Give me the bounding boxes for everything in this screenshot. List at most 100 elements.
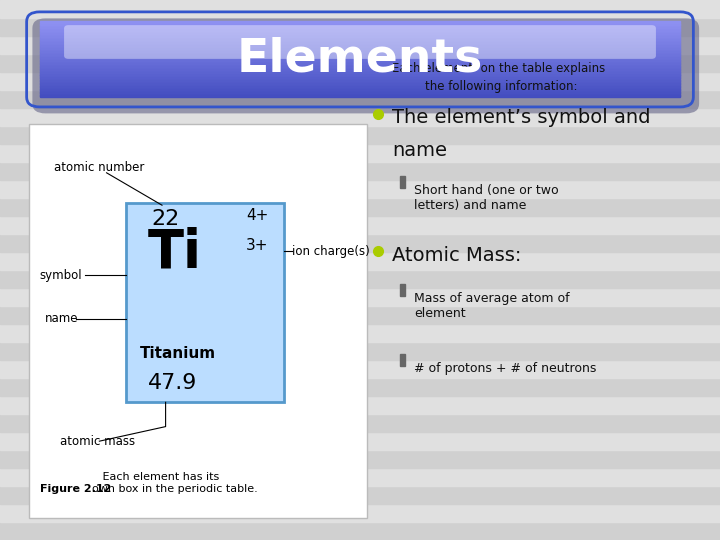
Bar (40, 71, 680, 73)
Bar (0, 162, 720, 180)
Text: name: name (45, 312, 79, 325)
Bar (40, 95, 680, 97)
Bar (0, 378, 720, 396)
Bar (400, 176, 405, 188)
Text: Short hand (one or two
letters) and name: Short hand (one or two letters) and name (414, 184, 559, 212)
Bar (40, 38, 680, 40)
Bar (40, 50, 680, 52)
Bar (0, 198, 720, 216)
Bar (40, 56, 680, 58)
Bar (0, 288, 720, 306)
Text: 3+: 3+ (246, 238, 269, 253)
Text: Atomic Mass:: Atomic Mass: (392, 246, 522, 265)
Bar (40, 51, 680, 53)
Bar (0, 486, 720, 504)
Text: symbol: symbol (40, 269, 82, 282)
Text: 47.9: 47.9 (148, 373, 197, 393)
Bar (40, 57, 680, 59)
Bar (400, 354, 405, 366)
Bar (0, 522, 720, 540)
Bar (40, 30, 680, 32)
Bar (40, 45, 680, 48)
Bar (40, 48, 680, 50)
Text: 4+: 4+ (246, 208, 269, 223)
Bar (40, 44, 680, 46)
Text: 22: 22 (151, 209, 180, 229)
Bar (0, 144, 720, 162)
Bar (40, 36, 680, 38)
Bar (40, 85, 680, 86)
Text: # of protons + # of neutrons: # of protons + # of neutrons (414, 362, 596, 375)
Bar (40, 86, 680, 88)
Bar (40, 60, 680, 63)
Bar (40, 23, 680, 25)
Bar (0, 414, 720, 432)
Bar (0, 234, 720, 252)
Text: The element’s symbol and: The element’s symbol and (392, 108, 651, 127)
Bar (29, 124, 367, 518)
Bar (0, 36, 720, 54)
Bar (40, 53, 680, 55)
Bar (0, 90, 720, 108)
Bar (40, 55, 680, 56)
Bar (40, 77, 680, 79)
Bar (40, 87, 680, 90)
Bar (40, 80, 680, 82)
Text: Figure 2.12: Figure 2.12 (40, 484, 111, 494)
Bar (0, 72, 720, 90)
Bar (40, 32, 680, 33)
Text: Each element  on the table explains: Each element on the table explains (392, 62, 606, 75)
Text: ion charge(s): ion charge(s) (292, 245, 369, 258)
Text: the following information:: the following information: (410, 80, 578, 93)
Bar (40, 91, 680, 93)
Bar (40, 21, 680, 23)
Text: name: name (392, 141, 447, 160)
Bar (0, 360, 720, 378)
Bar (0, 180, 720, 198)
Bar (0, 54, 720, 72)
Bar (400, 284, 405, 296)
Bar (0, 324, 720, 342)
Bar (40, 39, 680, 41)
Bar (40, 62, 680, 64)
FancyBboxPatch shape (64, 25, 656, 59)
Bar (40, 74, 680, 76)
Bar (40, 59, 680, 61)
Bar (40, 70, 680, 71)
Bar (0, 396, 720, 414)
Text: atomic number: atomic number (54, 161, 145, 174)
Bar (40, 93, 680, 96)
Bar (0, 306, 720, 324)
Bar (40, 24, 680, 26)
Bar (0, 450, 720, 468)
Bar (40, 63, 680, 65)
Bar (40, 42, 680, 44)
Bar (0, 504, 720, 522)
Bar (40, 40, 680, 43)
Bar (40, 76, 680, 78)
Bar (40, 27, 680, 29)
Bar (40, 68, 680, 70)
Text: Titanium: Titanium (140, 346, 216, 361)
Text: atomic mass: atomic mass (60, 435, 135, 448)
Bar (40, 65, 680, 67)
Text: Mass of average atom of
element: Mass of average atom of element (414, 292, 570, 320)
Bar (0, 18, 720, 36)
Text: Elements: Elements (237, 37, 483, 82)
Bar (0, 432, 720, 450)
Bar (40, 82, 680, 84)
Bar (0, 0, 720, 18)
Bar (0, 126, 720, 144)
Text: Each element has its
own box in the periodic table.: Each element has its own box in the peri… (92, 472, 258, 494)
Bar (40, 83, 680, 85)
Bar (40, 47, 680, 49)
Bar (40, 92, 680, 94)
Bar (0, 342, 720, 360)
Bar (40, 66, 680, 69)
Bar (0, 468, 720, 486)
Bar (0, 216, 720, 234)
Bar (40, 35, 680, 37)
Bar (0, 108, 720, 126)
Bar (40, 25, 680, 28)
Bar (0, 270, 720, 288)
